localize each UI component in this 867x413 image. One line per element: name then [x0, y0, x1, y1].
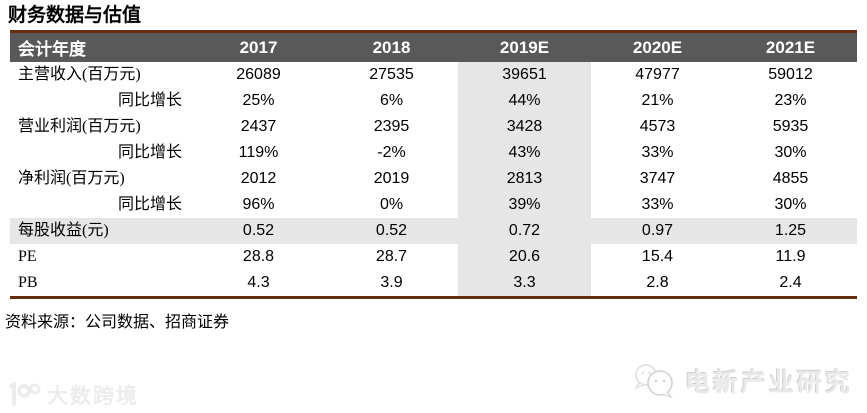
cell: 0% — [379, 196, 404, 213]
table-row-eps: 每股收益(元) 0.52 0.52 0.72 0.97 1.25 — [10, 218, 857, 244]
cell: 2012 — [240, 170, 277, 187]
cell: 4.3 — [247, 274, 270, 291]
header-row: 会计年度 2017 2018 2019E 2020E 2021E — [10, 31, 857, 62]
table-row-revenue-yoy: 同比增长 25% 6% 44% 21% 23% — [10, 88, 857, 114]
column-header-2018: 2018 — [325, 31, 458, 62]
column-header-2021e: 2021E — [724, 31, 857, 62]
row-label: PB — [18, 274, 38, 291]
cell-highlighted: 39% — [458, 192, 591, 218]
row-label: 净利润(百万元) — [18, 170, 125, 187]
watermark-left-text: 大数跨境 — [47, 385, 139, 408]
row-label: 同比增长 — [117, 92, 182, 109]
cell: 21% — [641, 92, 674, 109]
cell: 3.9 — [380, 274, 403, 291]
cell-highlighted: 3.3 — [458, 270, 591, 298]
watermark-bottom-right: 电新产业研究 — [631, 363, 853, 399]
cell: 11.9 — [775, 248, 806, 265]
table-row-net-profit-yoy: 同比增长 96% 0% 39% 33% 30% — [10, 192, 857, 218]
cell: 96% — [242, 196, 275, 213]
cell: 1.25 — [724, 218, 857, 244]
cell-highlighted: 2813 — [458, 166, 591, 192]
cell-highlighted: 43% — [458, 140, 591, 166]
cell: 28.7 — [375, 248, 408, 265]
cell-highlighted: 39651 — [458, 62, 591, 88]
cell: 47977 — [635, 66, 680, 83]
cell-highlighted: 0.72 — [458, 218, 591, 244]
row-label: 每股收益(元) — [10, 218, 192, 244]
cell: 2437 — [240, 118, 277, 135]
cell: 33% — [641, 144, 674, 161]
cell: 25% — [242, 92, 275, 109]
cell: 2019 — [373, 170, 410, 187]
row-label: 主营收入(百万元) — [18, 66, 141, 83]
cell: 0.52 — [192, 218, 325, 244]
cell: 6% — [379, 92, 404, 109]
column-header-2020e: 2020E — [591, 31, 724, 62]
cell-highlighted: 20.6 — [458, 244, 591, 270]
table-row-net-profit: 净利润(百万元) 2012 2019 2813 3747 4855 — [10, 166, 857, 192]
cell: 2.8 — [646, 274, 669, 291]
column-header-fiscal-year: 会计年度 — [10, 31, 192, 62]
cell: 119% — [238, 144, 279, 161]
row-label: 营业利润(百万元) — [18, 118, 141, 135]
table-row-operating-profit-yoy: 同比增长 119% -2% 43% 33% 30% — [10, 140, 857, 166]
dashu-logo-icon — [8, 382, 42, 408]
cell: 30% — [774, 144, 807, 161]
table-header: 会计年度 2017 2018 2019E 2020E 2021E — [10, 31, 857, 62]
cell-highlighted: 3428 — [458, 114, 591, 140]
table-row-pe: PE 28.8 28.7 20.6 15.4 11.9 — [10, 244, 857, 270]
table-body: 主营收入(百万元) 26089 27535 39651 47977 59012 … — [10, 62, 857, 298]
row-label: 同比增长 — [117, 144, 182, 161]
cell: 28.8 — [242, 248, 275, 265]
cell: 2395 — [373, 118, 410, 135]
page-title: 财务数据与估值 — [8, 5, 142, 26]
financial-table: 会计年度 2017 2018 2019E 2020E 2021E 主营收入(百万… — [10, 30, 857, 299]
watermark-bottom-left: 大数跨境 — [8, 380, 139, 410]
cell-highlighted: 44% — [458, 88, 591, 114]
cell: 59012 — [768, 66, 813, 83]
source-note: 资料来源：公司数据、招商证券 — [5, 314, 230, 331]
row-label: PE — [18, 248, 37, 265]
table-row-pb: PB 4.3 3.9 3.3 2.8 2.4 — [10, 270, 857, 298]
cell: 3747 — [639, 170, 676, 187]
watermark-right-text: 电新产业研究 — [684, 370, 853, 397]
table-row-operating-profit: 营业利润(百万元) 2437 2395 3428 4573 5935 — [10, 114, 857, 140]
wechat-icon — [631, 363, 677, 399]
row-label: 同比增长 — [117, 196, 182, 213]
table-row-revenue: 主营收入(百万元) 26089 27535 39651 47977 59012 — [10, 62, 857, 88]
cell: 26089 — [236, 66, 281, 83]
cell: 23% — [774, 92, 807, 109]
cell: 0.52 — [325, 218, 458, 244]
cell: -2% — [377, 144, 406, 161]
cell: 4855 — [772, 170, 809, 187]
cell: 30% — [774, 196, 807, 213]
column-header-2017: 2017 — [192, 31, 325, 62]
cell: 5935 — [772, 118, 809, 135]
cell: 0.97 — [591, 218, 724, 244]
cell: 2.4 — [779, 274, 802, 291]
cell: 33% — [641, 196, 674, 213]
cell: 15.4 — [641, 248, 674, 265]
cell: 27535 — [369, 66, 414, 83]
cell: 4573 — [639, 118, 676, 135]
column-header-2019e: 2019E — [458, 31, 591, 62]
